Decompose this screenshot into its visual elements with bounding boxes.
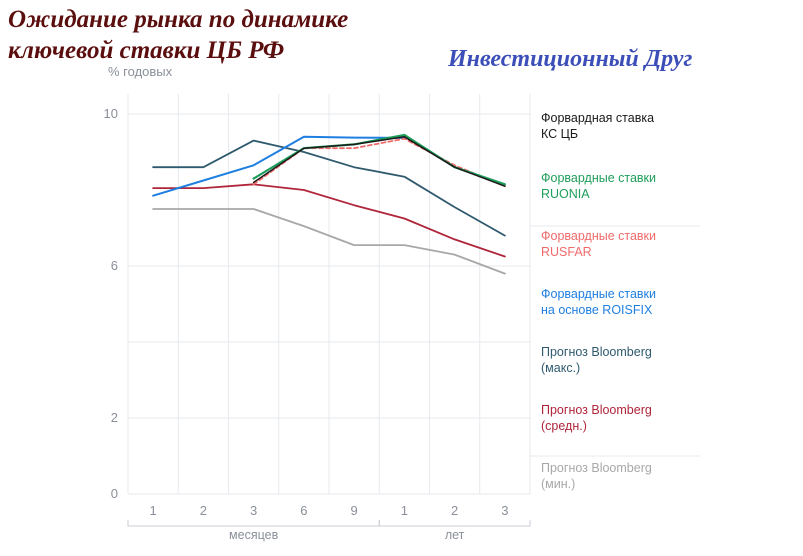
legend-entry: Прогноз Bloomberg (мин.) — [541, 461, 652, 491]
x-tick-label: 2 — [200, 503, 207, 518]
x-tick-label: 1 — [401, 503, 408, 518]
legend-entry: Форвардные ставки RUONIA — [541, 171, 657, 201]
chart-title: Ожидание рынка по динамике ключевой став… — [8, 4, 348, 66]
series-line — [152, 139, 506, 237]
series-line — [152, 183, 506, 258]
x-tick-label: 3 — [501, 503, 508, 518]
y-tick-label: 2 — [111, 410, 118, 425]
series-line — [252, 136, 506, 187]
group-label: лет — [445, 528, 465, 542]
group-label: месяцев — [229, 528, 279, 542]
title-line-2: ключевой ставки ЦБ РФ — [8, 37, 285, 64]
y-tick-label: 6 — [111, 258, 118, 273]
series-line — [152, 135, 406, 197]
x-tick-label: 3 — [250, 503, 257, 518]
brand-label: Инвестиционный Друг — [448, 46, 693, 72]
title-line-1: Ожидание рынка по динамике — [8, 6, 349, 33]
chart-legend: Форвардная ставка КС ЦБ Форвардные ставки… — [541, 110, 741, 518]
y-axis-label: % годовых — [108, 64, 173, 79]
x-tick-label: 1 — [150, 503, 157, 518]
series-line — [152, 208, 506, 275]
legend-entry: Прогноз Bloomberg (макс.) — [541, 345, 652, 375]
legend-entry: Прогноз Bloomberg (средн.) — [541, 403, 652, 433]
y-tick-label: 10 — [104, 106, 118, 121]
x-tick-label: 6 — [300, 503, 307, 518]
x-tick-label: 2 — [451, 503, 458, 518]
legend-entry: Форвардные ставки RUSFAR — [541, 229, 657, 259]
y-tick-label: 0 — [111, 486, 118, 501]
legend-entry: Форвардная ставка КС ЦБ — [541, 111, 655, 141]
group-bracket — [378, 520, 531, 527]
group-bracket — [127, 520, 380, 527]
legend-entry: Форвардные ставки на основе ROISFIX — [541, 287, 657, 317]
x-tick-label: 9 — [351, 503, 358, 518]
